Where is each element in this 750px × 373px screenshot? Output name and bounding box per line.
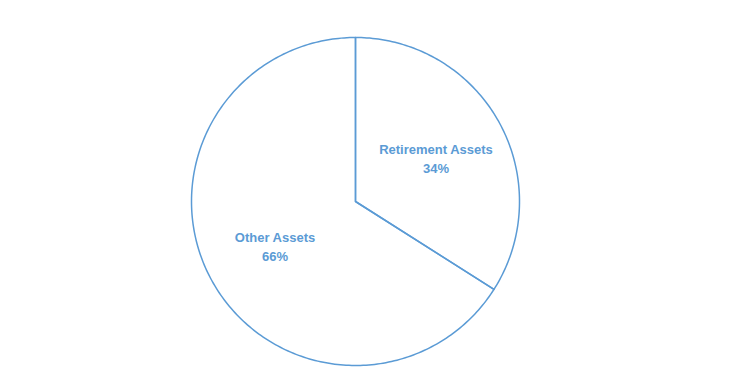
svg-text:Retirement Assets34%: Retirement Assets34% [379, 142, 493, 176]
svg-text:Other Assets66%: Other Assets66% [235, 230, 315, 264]
